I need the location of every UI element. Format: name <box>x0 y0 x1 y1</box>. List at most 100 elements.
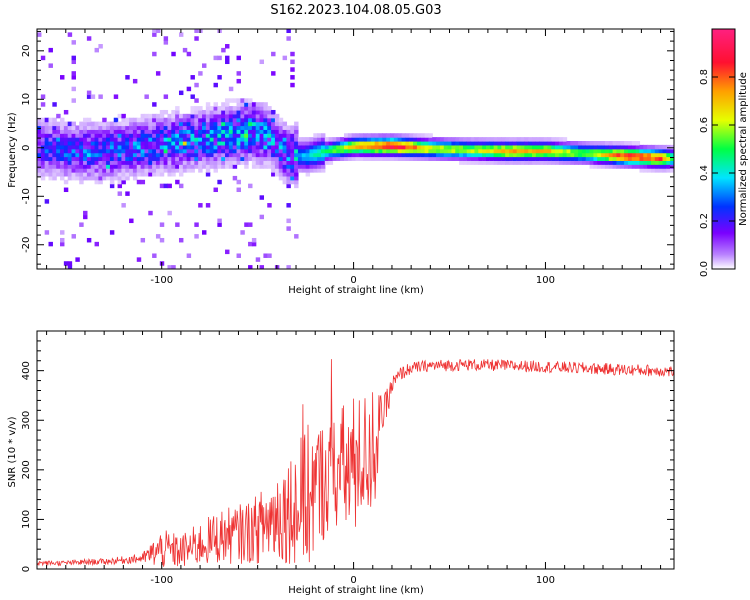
spectrogram-cell-728 <box>190 133 195 138</box>
spectrogram-cell-1256 <box>297 164 303 169</box>
spectrogram-cell-1216 <box>286 29 291 33</box>
spectrogram-cell-1557 <box>459 160 464 165</box>
spectrogram-cell-1039 <box>251 144 257 150</box>
spectrogram-cell-653 <box>175 148 180 154</box>
spectrogram-cell-1450 <box>393 137 399 142</box>
spectrogram-cell-1163 <box>278 172 284 177</box>
spectrogram-cell-1833 <box>612 156 618 161</box>
spectrogram-cell-922 <box>228 141 234 146</box>
spectrogram-cell-1079 <box>259 137 265 142</box>
spectrogram-cell-765 <box>198 152 203 158</box>
spectrogram-cell-923 <box>228 137 234 142</box>
spectrogram-cell-375 <box>117 168 123 173</box>
spectrogram-cell-1091 <box>263 164 268 169</box>
spectrogram-cell-1819 <box>604 156 610 161</box>
spectrogram-cell-630 <box>171 164 176 169</box>
spectrogram-cell-1820 <box>604 152 610 158</box>
spectrogram-cell-1836 <box>612 144 618 150</box>
spectrogram-cell-1589 <box>474 144 479 150</box>
spectrogram-cell-458 <box>132 78 138 84</box>
spectrogram-cell-1119 <box>267 129 272 134</box>
spectrogram-cell-1718 <box>547 160 552 165</box>
spectrogram-cell-1543 <box>447 141 453 146</box>
spectrogram-cell-137 <box>63 129 69 134</box>
spectrogram-cell-965 <box>236 121 241 127</box>
spectrogram-cell-1828 <box>608 148 614 154</box>
spectrogram-cell-1669 <box>520 160 525 165</box>
spectrogram-cell-928 <box>228 117 234 123</box>
spectrogram-cell-1738 <box>555 137 560 142</box>
spectrogram-cell-77 <box>52 152 57 158</box>
spectrogram-cell-1467 <box>405 152 410 158</box>
spectrogram-cell-6 <box>37 148 42 154</box>
spectrogram-cell-1473 <box>409 156 414 161</box>
spectrogram-cell-1168 <box>278 152 284 158</box>
spectrogram-cell-287 <box>98 175 103 181</box>
spectrogram-cell-578 <box>159 148 165 154</box>
spectrogram-cell-9 <box>37 137 42 142</box>
spectrogram-cell-632 <box>171 156 176 161</box>
spectrogram-cell-1423 <box>378 133 383 138</box>
spectrogram-cell-338 <box>109 175 115 181</box>
spectrogram-cell-408 <box>125 191 130 196</box>
spectrogram-cell-1572 <box>466 156 472 161</box>
spectrogram-cell-1815 <box>601 144 606 150</box>
spectrogram-cell-1797 <box>593 160 598 165</box>
spectrogram-cell-623 <box>167 125 172 130</box>
spectrogram-cell-1715 <box>543 144 548 150</box>
spectrogram-cell-810 <box>205 125 211 130</box>
spectrogram-cell-102 <box>56 113 61 119</box>
spectrogram-cell-1235 <box>290 59 295 65</box>
spectrogram-cell-464 <box>136 160 142 165</box>
spectrogram-cell-591 <box>163 164 169 169</box>
spectrogram-cell-330 <box>106 137 111 142</box>
spectrogram-cell-1609 <box>485 148 491 154</box>
spectrogram-cell-489 <box>140 129 146 134</box>
spectrogram-cell-1550 <box>451 137 456 142</box>
spectrogram-cell-668 <box>178 168 184 173</box>
spectrogram-cell-1504 <box>424 144 430 150</box>
spectrogram-cell-1727 <box>551 152 556 158</box>
spectrogram-cell-1338 <box>332 148 337 154</box>
spectrogram-cell-664 <box>175 106 180 111</box>
spectrogram-cell-921 <box>228 144 234 150</box>
spectrogram-cell-1612 <box>485 137 491 142</box>
spectrogram-cell-225 <box>83 141 88 146</box>
spectrogram-cell-748 <box>194 133 199 138</box>
spectrogram-cell-672 <box>178 152 184 158</box>
spectrogram-cell-379 <box>117 152 123 158</box>
spectrogram-cell-1165 <box>278 164 284 169</box>
spectrogram-cell-1318 <box>320 144 326 150</box>
spectrogram-cell-69 <box>48 63 53 68</box>
spectrogram-cell-730 <box>190 125 195 130</box>
spectrogram-cell-821 <box>209 148 215 154</box>
spectrogram-cell-56 <box>48 164 53 169</box>
spectrogram-cell-201 <box>79 168 84 173</box>
spectrogram-cell-1144 <box>271 51 276 57</box>
spectrogram-cell-293 <box>98 152 103 158</box>
spectrogram-cell-606 <box>163 40 169 45</box>
spectrogram-cell-19 <box>40 164 46 169</box>
spectrogram-cell-232 <box>86 237 92 243</box>
spectrogram-cell-688 <box>182 156 188 161</box>
spectrogram-cell-882 <box>221 141 226 146</box>
spectrogram-cell-710 <box>186 137 192 142</box>
spectrogram-cell-1626 <box>493 137 499 142</box>
spectrogram-cell-617 <box>167 148 172 154</box>
spectrogram-cell-1304 <box>317 160 322 165</box>
spectrogram-cell-658 <box>175 129 180 134</box>
spectrogram-cell-364 <box>113 133 119 138</box>
spectrogram-cell-742 <box>194 156 199 161</box>
spectrogram-cell-129 <box>63 160 69 165</box>
spectrogram-cell-266 <box>90 121 96 127</box>
spectrogram-cell-1100 <box>263 129 268 134</box>
spectrogram-cell-1611 <box>485 141 491 146</box>
spectrogram-cell-1664 <box>516 152 522 158</box>
spectrogram-cell-1886 <box>639 144 644 150</box>
spectrogram-cell-1470 <box>405 141 410 146</box>
spectrogram-cell-744 <box>194 148 199 154</box>
spectrogram-cell-166 <box>71 152 76 158</box>
spectrogram-cell-1082 <box>259 125 265 130</box>
spectrogram-cell-1593 <box>478 156 483 161</box>
spectrogram-cell-1154 <box>274 141 280 146</box>
